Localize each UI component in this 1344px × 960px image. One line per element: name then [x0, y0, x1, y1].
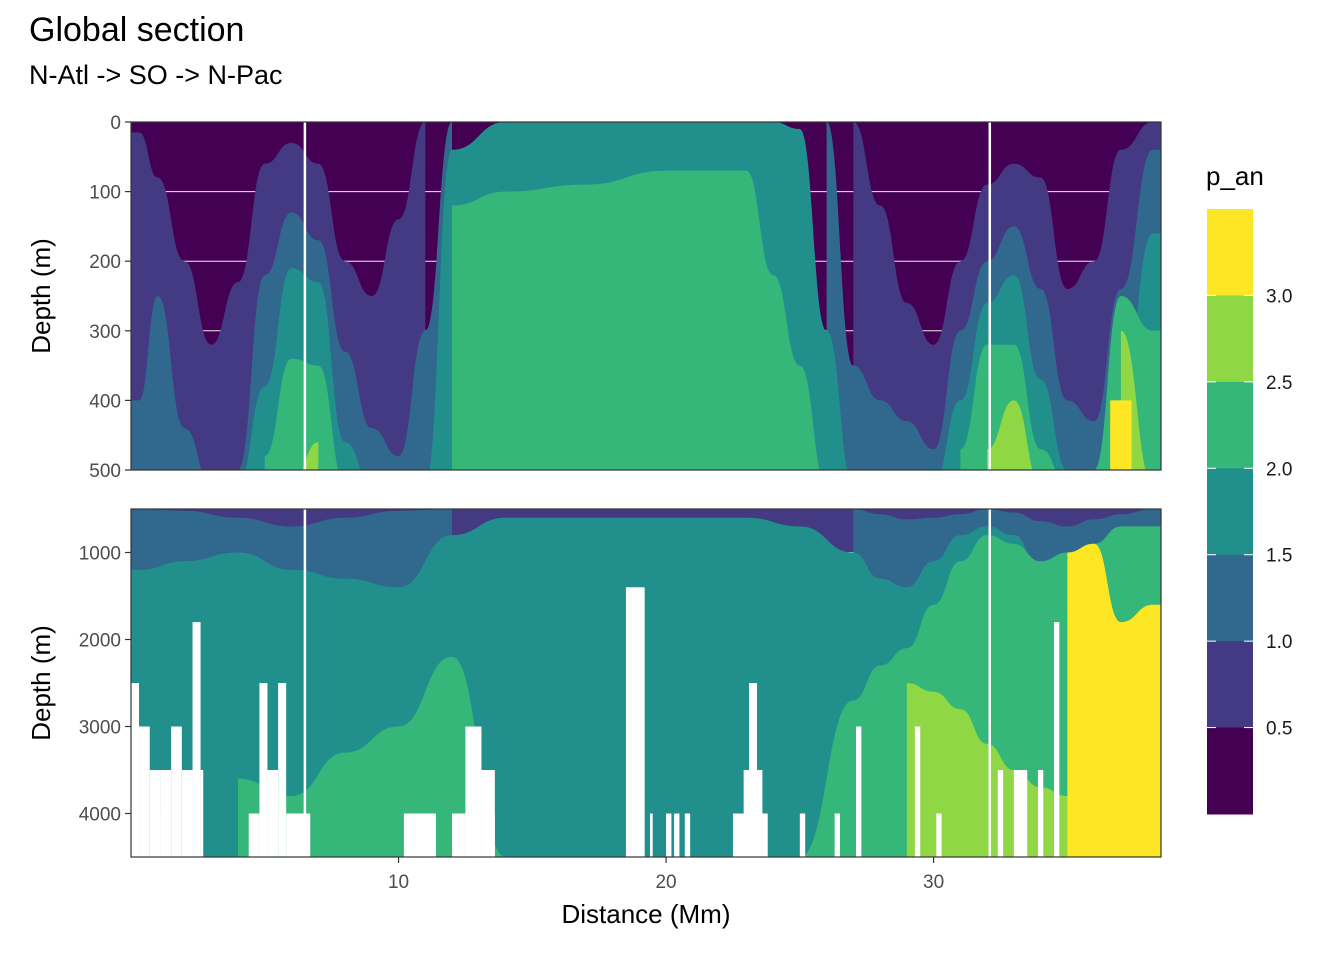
- seafloor-mask: [131, 683, 140, 857]
- seafloor-mask: [286, 813, 311, 857]
- x-tick-label: 20: [655, 872, 676, 893]
- seafloor-mask: [997, 770, 1004, 857]
- y-tick-label: 500: [89, 461, 121, 482]
- class-band-2.0: [264, 358, 339, 470]
- legend-bin-2.0: [1207, 381, 1253, 469]
- seafloor-mask: [465, 726, 482, 857]
- seafloor-mask: [403, 813, 436, 857]
- y-tick-label: 2000: [79, 631, 121, 652]
- seafloor-mask: [278, 683, 287, 857]
- seafloor-mask: [749, 683, 758, 857]
- legend-break-label: 1.5: [1266, 546, 1292, 567]
- seafloor-mask: [666, 813, 672, 857]
- seafloor-mask: [181, 770, 193, 857]
- seafloor-mask: [684, 813, 691, 857]
- chart-subtitle: N-Atl -> SO -> N-Pac: [29, 60, 283, 90]
- seafloor-mask: [486, 813, 495, 857]
- seafloor-mask: [149, 770, 161, 857]
- seafloor-mask: [799, 813, 806, 857]
- seafloor-mask: [160, 813, 164, 857]
- panel-border: [130, 508, 1162, 858]
- seafloor-mask: [248, 813, 260, 857]
- seafloor-mask: [1053, 622, 1060, 857]
- y-tick-label: 3000: [79, 718, 121, 739]
- legend-bin-2.5: [1207, 295, 1253, 383]
- x-tick-label: 10: [388, 872, 409, 893]
- seafloor-mask: [1013, 770, 1028, 857]
- legend-break-label: 2.0: [1266, 459, 1292, 480]
- x-axis-title: Distance (Mm): [561, 899, 730, 929]
- y-tick-label: 100: [89, 183, 121, 204]
- legend-bin-1.5: [1207, 468, 1253, 556]
- legend-break-label: 2.5: [1266, 373, 1292, 394]
- legend-bin-3.0: [1207, 209, 1253, 296]
- legend-bin-0.0: [1207, 727, 1253, 815]
- class-band-3.0: [1067, 543, 1161, 857]
- x-tick-label: 30: [923, 872, 944, 893]
- class-band-3.0: [1110, 400, 1132, 470]
- y-tick-label: 0: [110, 113, 121, 134]
- panel-border: [130, 121, 1162, 471]
- seafloor-mask: [171, 726, 182, 857]
- seafloor-mask: [856, 726, 862, 857]
- seafloor-mask: [452, 813, 466, 857]
- legend-break-label: 0.5: [1266, 719, 1292, 740]
- x-axis: 10 20 30: [388, 857, 944, 893]
- class-band-2.5: [906, 683, 1161, 857]
- seafloor-mask: [1037, 770, 1044, 857]
- seafloor-mask: [267, 770, 279, 857]
- legend-bin-0.5: [1207, 641, 1253, 729]
- seafloor-mask: [936, 813, 942, 857]
- upper-y-axis-title: Depth (m): [26, 238, 56, 354]
- seafloor-mask: [834, 813, 840, 857]
- chart-title: Global section: [29, 11, 244, 49]
- class-band-2.5: [987, 400, 1033, 470]
- class-band-2.0: [452, 170, 820, 470]
- seafloor-mask: [200, 770, 204, 857]
- y-tick-label: 300: [89, 322, 121, 343]
- panel-plot-area: [131, 122, 1161, 470]
- seafloor-mask: [259, 683, 268, 857]
- legend-break-label: 3.0: [1266, 286, 1292, 307]
- upper-panel: 0 100 200 300 400 500: [89, 113, 1162, 482]
- seafloor-mask: [160, 770, 172, 857]
- lower-y-axis-title: Depth (m): [26, 625, 56, 741]
- seafloor-mask: [628, 683, 637, 857]
- y-tick-label: 1000: [79, 544, 121, 565]
- class-band-2.5: [302, 442, 319, 470]
- seafloor-mask: [192, 622, 201, 857]
- panel-plot-area: [131, 509, 1161, 857]
- seafloor-mask: [650, 813, 653, 857]
- legend: 0.5 1.0 1.5 2.0 2.5 3.0: [1207, 209, 1292, 815]
- seafloor-mask: [914, 726, 921, 857]
- y-tick-label: 200: [89, 252, 121, 273]
- legend-bin-1.0: [1207, 554, 1253, 642]
- lower-panel: 1000 2000 3000 4000: [79, 508, 1162, 858]
- seafloor-mask: [139, 726, 150, 857]
- y-tick-label: 400: [89, 391, 121, 412]
- legend-title: p_an: [1206, 161, 1264, 191]
- y-tick-label: 4000: [79, 805, 121, 826]
- seafloor-mask: [674, 813, 680, 857]
- class-band-1.0: [826, 122, 1161, 470]
- legend-break-label: 1.0: [1266, 632, 1292, 653]
